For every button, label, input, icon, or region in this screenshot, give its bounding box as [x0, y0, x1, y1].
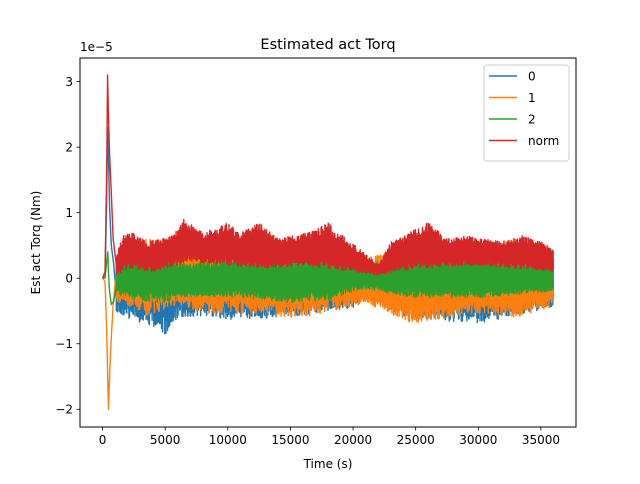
- x-tick-label: 10000: [209, 433, 247, 447]
- x-tick-label: 20000: [334, 433, 372, 447]
- x-tick-label: 25000: [397, 433, 435, 447]
- legend-label: norm: [528, 134, 559, 148]
- legend-label: 2: [528, 112, 536, 126]
- x-tick-label: 0: [99, 433, 107, 447]
- legend-box: [483, 64, 570, 162]
- chart-title: Estimated act Torq: [260, 37, 395, 53]
- y-axis-label: Est act Torq (Nm): [29, 191, 43, 295]
- y-tick-label: −1: [55, 337, 73, 351]
- y-offset-label: 1e−5: [80, 40, 113, 54]
- x-tick-label: 30000: [459, 433, 497, 447]
- series-2: [102, 251, 555, 306]
- x-tick-label: 5000: [150, 433, 181, 447]
- y-tick-label: 2: [65, 140, 73, 154]
- legend: 0 1 2 norm: [483, 64, 570, 162]
- y-tick-label: 3: [65, 75, 73, 89]
- legend-label: 1: [528, 91, 536, 105]
- x-axis: 0 5000 10000 15000 20000 25000 30000 35000: [99, 427, 560, 447]
- x-tick-label: 35000: [522, 433, 560, 447]
- series-line: [102, 251, 555, 306]
- series-layer: [101, 74, 555, 410]
- x-axis-label: Time (s): [303, 457, 353, 471]
- legend-label: 0: [528, 69, 536, 83]
- series-norm: [101, 74, 555, 279]
- y-tick-label: −2: [55, 403, 73, 417]
- y-tick-label: 1: [65, 206, 73, 220]
- x-tick-label: 15000: [271, 433, 309, 447]
- y-axis: −2 −1 0 1 2 3: [55, 75, 80, 417]
- y-tick-label: 0: [65, 272, 73, 286]
- plot-frame: [79, 57, 577, 428]
- series-line: [101, 74, 555, 279]
